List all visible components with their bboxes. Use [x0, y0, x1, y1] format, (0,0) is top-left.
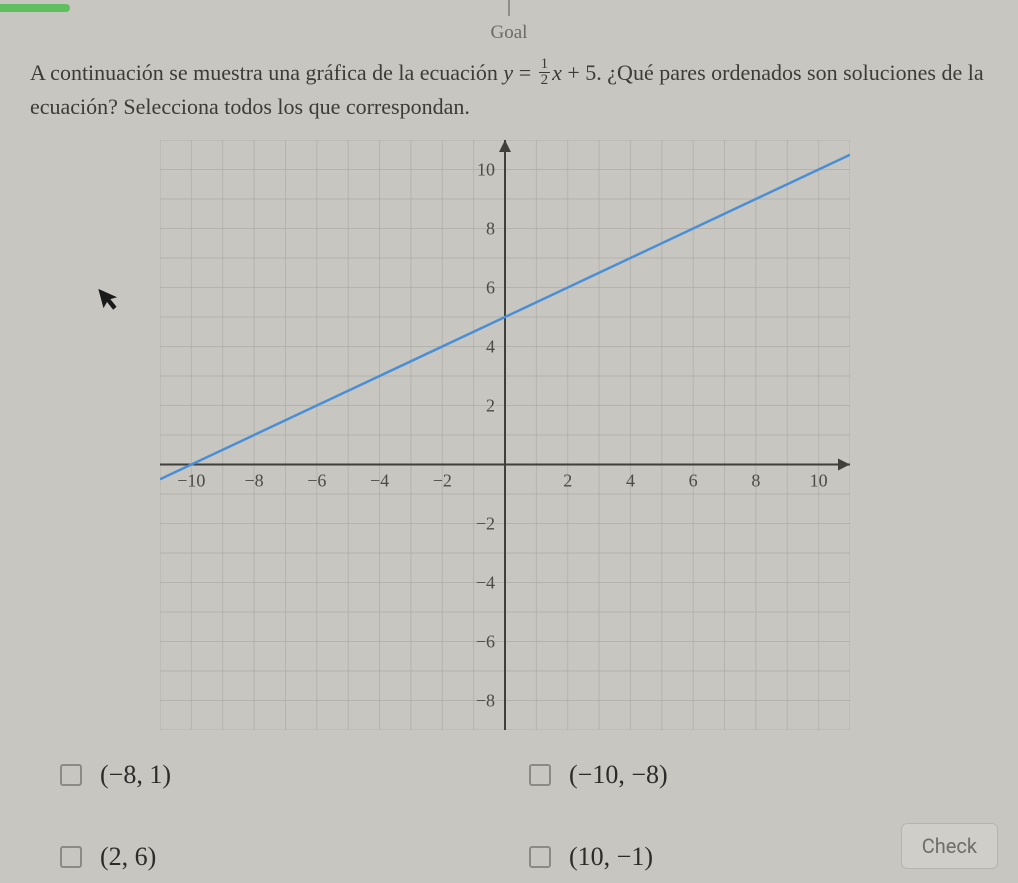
equation-var: x [552, 60, 562, 85]
option-label: (10, −1) [569, 842, 653, 872]
goal-tick-mark [508, 0, 510, 16]
answer-options: (−8, 1) (−10, −8) (2, 6) (10, −1) [60, 760, 958, 872]
option-b[interactable]: (−10, −8) [529, 760, 958, 790]
svg-text:2: 2 [563, 471, 572, 491]
checkbox-icon[interactable] [529, 846, 551, 868]
svg-text:−2: −2 [476, 514, 495, 534]
svg-text:2: 2 [486, 396, 495, 416]
progress-indicator [0, 4, 70, 12]
question-part1: A continuación se muestra una gráfica de… [30, 60, 503, 85]
equation-equals: = [513, 60, 536, 85]
option-label: (−10, −8) [569, 760, 668, 790]
svg-text:−2: −2 [433, 471, 452, 491]
check-button[interactable]: Check [901, 823, 998, 869]
cursor-icon [96, 282, 126, 322]
svg-text:4: 4 [486, 337, 495, 357]
fraction-numerator: 1 [539, 57, 551, 73]
fraction-denominator: 2 [539, 73, 551, 88]
option-c[interactable]: (2, 6) [60, 842, 489, 872]
svg-text:6: 6 [486, 278, 495, 298]
svg-text:−4: −4 [370, 471, 389, 491]
svg-text:−8: −8 [476, 691, 495, 711]
svg-text:−6: −6 [476, 632, 495, 652]
svg-text:8: 8 [751, 471, 760, 491]
svg-text:10: 10 [810, 471, 828, 491]
svg-text:4: 4 [626, 471, 635, 491]
option-a[interactable]: (−8, 1) [60, 760, 489, 790]
svg-text:−10: −10 [177, 471, 205, 491]
equation-fraction: 12 [539, 57, 551, 88]
equation-lhs: y [503, 60, 513, 85]
svg-text:6: 6 [689, 471, 698, 491]
question-text: A continuación se muestra una gráfica de… [30, 56, 988, 125]
option-d[interactable]: (10, −1) [529, 842, 958, 872]
svg-text:10: 10 [477, 160, 495, 180]
svg-text:−8: −8 [245, 471, 264, 491]
svg-text:−4: −4 [476, 573, 495, 593]
checkbox-icon[interactable] [60, 846, 82, 868]
checkbox-icon[interactable] [529, 764, 551, 786]
coordinate-graph: −10 −8 −6 −4 −2 2 4 6 8 10 −8 −6 −4 −2 2 4 6 8 10 [160, 140, 850, 730]
option-label: (2, 6) [100, 842, 156, 872]
svg-text:8: 8 [486, 219, 495, 239]
checkbox-icon[interactable] [60, 764, 82, 786]
svg-text:−6: −6 [307, 471, 326, 491]
equation-const: + 5 [562, 60, 596, 85]
goal-label: Goal [0, 22, 1018, 44]
option-label: (−8, 1) [100, 760, 171, 790]
